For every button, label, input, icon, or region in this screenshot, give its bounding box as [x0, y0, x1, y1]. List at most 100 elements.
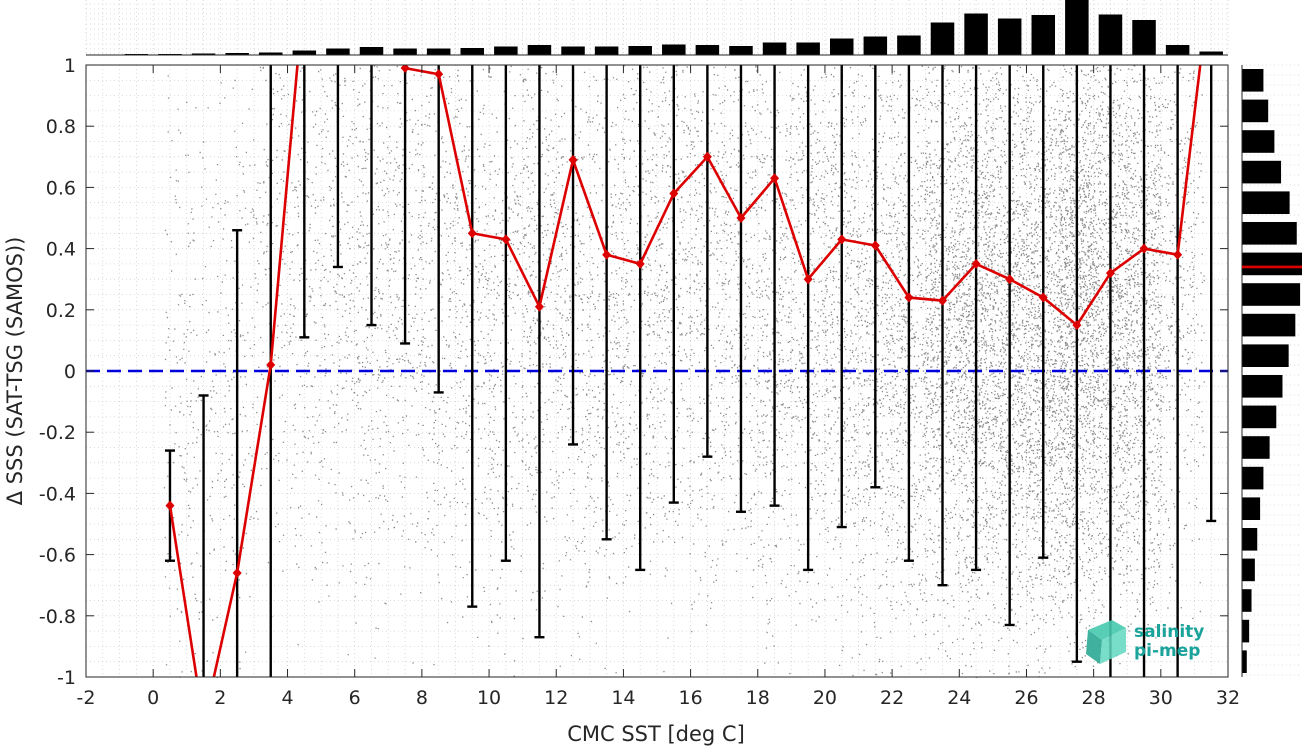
x-tick-label: 30 — [1149, 687, 1173, 709]
right-histogram-bar — [1242, 283, 1301, 306]
axes — [85, 64, 1229, 678]
error-bar — [635, 65, 646, 572]
right-histogram-bar — [1242, 528, 1258, 551]
error-bar — [870, 65, 881, 489]
y-tick-label: 0.8 — [46, 116, 76, 138]
top-histogram-bar — [1098, 14, 1123, 55]
top-histogram-bar — [628, 46, 652, 55]
mean-marker — [1072, 320, 1082, 331]
error-bar — [467, 65, 478, 608]
y-tick-label: 1 — [64, 55, 76, 77]
y-axis-title: Δ SSS (SAT-TSG (SAMOS)) — [3, 237, 27, 506]
top-histogram-bar — [594, 46, 619, 55]
x-tick-label: 8 — [416, 687, 428, 709]
x-tick-label: 16 — [678, 687, 702, 709]
mean-marker — [232, 567, 242, 578]
right-histogram-bar — [1242, 650, 1247, 673]
top-histogram-bar — [997, 18, 1022, 55]
error-bar — [1206, 65, 1217, 523]
top-histogram-bar — [225, 53, 249, 55]
top-histogram-bar — [460, 48, 485, 55]
x-tick-label: 6 — [349, 687, 361, 709]
top-histogram-bar — [829, 38, 854, 55]
top-histogram-bar — [695, 45, 720, 55]
right-histogram-bar — [1242, 589, 1252, 612]
top-histogram-bar — [1132, 20, 1156, 55]
y-tick-label: -0.8 — [39, 606, 76, 628]
right-histogram-bar — [1242, 466, 1264, 490]
top-histogram-bar — [1165, 45, 1190, 55]
mean-marker — [770, 173, 780, 184]
logo-line-1: salinity — [1134, 622, 1204, 642]
right-histogram-bar — [1242, 69, 1264, 92]
mean-marker — [938, 295, 947, 306]
mean-marker — [165, 500, 175, 511]
y-tick-label: -1 — [57, 667, 76, 689]
x-tick-label: 18 — [746, 687, 770, 709]
mean-marker — [702, 151, 712, 162]
top-histogram-bar — [729, 46, 753, 55]
top-histogram-bar — [1199, 51, 1223, 55]
error-bar — [568, 65, 579, 446]
y-tick-label: 0.6 — [46, 177, 76, 199]
x-tick-label: 26 — [1014, 687, 1038, 709]
x-tick-label: 32 — [1216, 687, 1240, 709]
top-histogram-bar — [762, 42, 787, 55]
top-histogram-bar — [326, 48, 350, 55]
x-tick-label: 12 — [544, 687, 568, 709]
mean-marker — [1005, 274, 1015, 285]
top-histogram-bar — [897, 35, 921, 55]
error-bar — [769, 65, 780, 507]
error-bar — [735, 65, 746, 513]
mean-marker — [467, 228, 477, 239]
right-histogram-bar — [1242, 558, 1255, 582]
y-tick-label: 0.4 — [46, 239, 76, 261]
error-bar — [937, 65, 948, 587]
logo-cube-icon — [1086, 620, 1126, 664]
right-histogram-bar — [1242, 436, 1270, 459]
right-histogram-bar — [1242, 160, 1282, 184]
error-bar — [836, 65, 847, 529]
error-bar — [232, 229, 243, 677]
mean-marker — [803, 274, 813, 285]
right-histogram-bar — [1242, 191, 1290, 214]
y-tick-label: -0.6 — [39, 545, 76, 567]
mean-marker — [1105, 268, 1115, 279]
top-histogram-bar — [1031, 15, 1056, 55]
top-histogram-bar — [796, 42, 820, 55]
top-histogram-bar — [258, 52, 283, 55]
mean-marker — [501, 234, 511, 245]
right-histogram-bar — [1242, 130, 1275, 153]
right-histogram-bar — [1242, 405, 1277, 429]
x-tick-label: 2 — [214, 687, 226, 709]
mean-marker — [971, 258, 981, 269]
mean-marker — [1139, 243, 1149, 254]
top-histogram-bar — [662, 44, 686, 55]
error-bar — [366, 65, 377, 327]
right-histogram-bar — [1242, 252, 1302, 276]
x-tick-label: 24 — [947, 687, 971, 709]
mean-marker — [1173, 249, 1183, 260]
top-histogram-bar — [527, 45, 552, 55]
x-axis-title: CMC SST [deg C] — [567, 722, 745, 746]
mean-marker — [870, 240, 880, 251]
right-histogram-bar — [1242, 313, 1296, 337]
error-bar — [332, 65, 343, 269]
x-tick-label: 14 — [611, 687, 635, 709]
error-bar — [668, 65, 679, 504]
top-histogram-bar — [561, 46, 585, 55]
error-bar — [534, 65, 545, 639]
x-tick-label: 4 — [281, 687, 293, 709]
salinity-pimep-logo: salinity pi-mep — [1086, 620, 1204, 664]
error-bar — [1004, 65, 1015, 627]
right-histogram-bar — [1242, 619, 1250, 643]
error-bar — [299, 65, 310, 339]
mean-marker — [904, 292, 914, 303]
error-bar — [803, 65, 814, 572]
mean-marker — [568, 154, 578, 165]
top-histogram — [85, 0, 1229, 56]
right-histogram-bar — [1242, 99, 1269, 123]
logo-line-2: pi-mep — [1134, 641, 1200, 661]
error-bar — [903, 65, 914, 562]
mean-marker — [1038, 292, 1048, 303]
